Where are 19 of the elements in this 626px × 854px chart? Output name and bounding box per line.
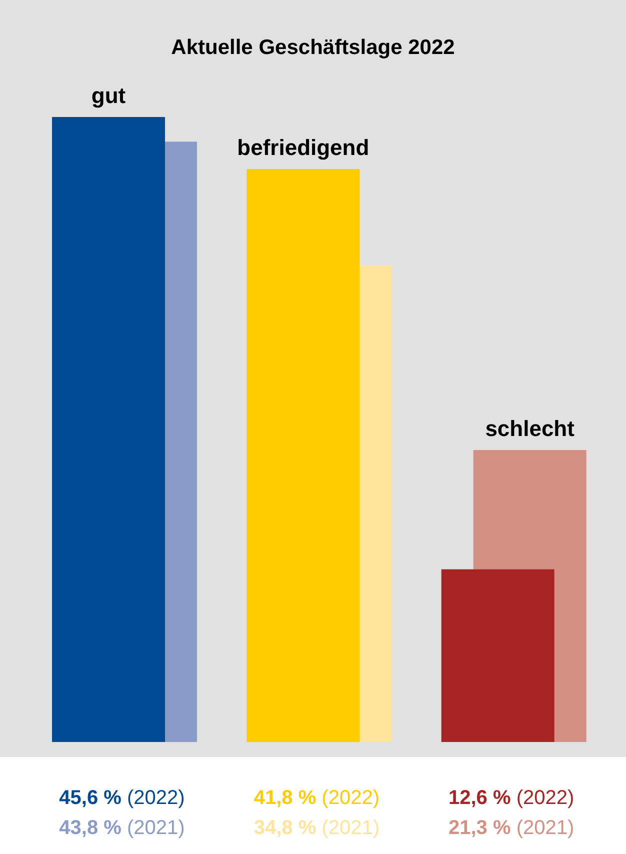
text: (2021) bbox=[516, 817, 574, 839]
text: (2021) bbox=[121, 817, 185, 839]
x-tick-label: gut bbox=[91, 83, 126, 108]
bar bbox=[441, 569, 554, 742]
chart-title: Aktuelle Geschäftslage 2022 bbox=[171, 36, 455, 59]
data-label: 12,6 % bbox=[448, 787, 511, 809]
text: (2022) bbox=[516, 787, 574, 809]
data-label: 41,8 % bbox=[254, 787, 316, 809]
data-label: 21,3 % bbox=[448, 817, 511, 839]
bar bbox=[52, 117, 165, 742]
data-label: 34,8 % bbox=[254, 817, 316, 839]
data-label: 45,6 % bbox=[59, 787, 122, 809]
x-tick-label: befriedigend bbox=[237, 135, 370, 160]
data-label: 43,8 % bbox=[59, 817, 122, 839]
bar bbox=[246, 169, 360, 742]
text: (2022) bbox=[121, 787, 185, 809]
text: (2022) bbox=[322, 787, 380, 809]
text: (2021) bbox=[322, 817, 380, 839]
x-tick-label: schlecht bbox=[485, 416, 576, 442]
